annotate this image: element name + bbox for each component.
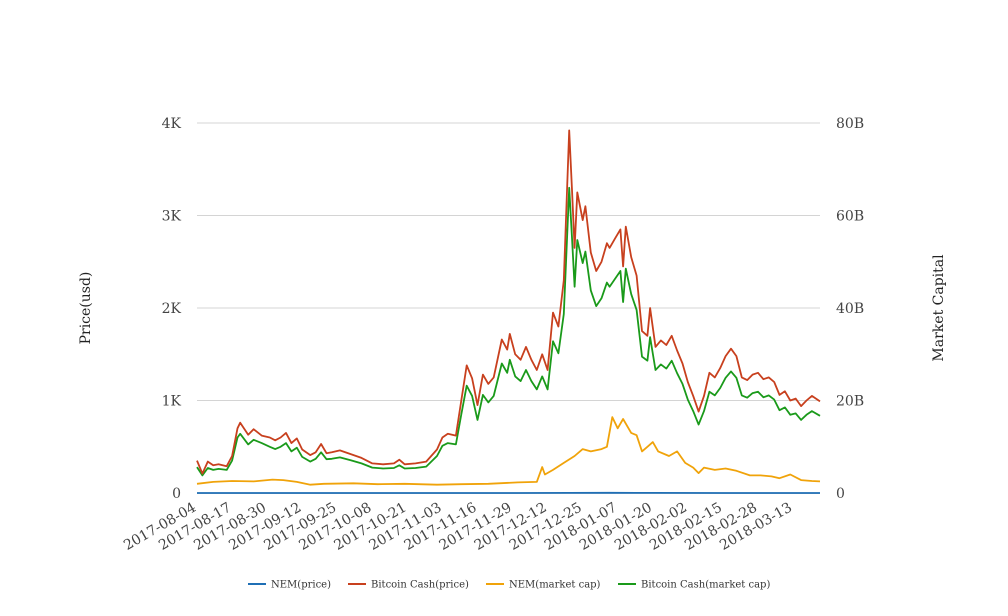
y-right-tick-label: 40B [836, 301, 864, 317]
y-left-tick-label: 4K [162, 116, 182, 132]
y-right-tick-label: 20B [836, 394, 864, 410]
y-left-tick-label: 1K [162, 394, 182, 410]
y-left-tick-label: 2K [162, 301, 182, 317]
series-line-nem-market-cap [196, 416, 821, 486]
legend-item-label: Bitcoin Cash(price) [371, 580, 469, 591]
y-left-tick-label: 3K [162, 209, 182, 225]
series-line-bitcoin-cash-price [196, 129, 821, 475]
y-axis-right-title: Market Capital [931, 254, 947, 362]
gridlines [197, 122, 820, 494]
legend-item-label: Bitcoin Cash(market cap) [641, 580, 770, 591]
series-lines [196, 129, 821, 494]
y-right-tick-label: 80B [836, 116, 864, 132]
legend-item-label: NEM(price) [271, 580, 331, 591]
legend-item-label: NEM(market cap) [509, 580, 601, 591]
legend: NEM(price) Bitcoin Cash(price) NEM(market … [248, 580, 770, 591]
y-right-tick-label: 0 [836, 486, 845, 502]
y-axis-left-title: Price(usd) [78, 272, 94, 345]
axes: 01K2K3K4K020B40B60B80B2017-08-042017-08-… [121, 116, 864, 554]
series-line-bitcoin-cash-market-cap [196, 186, 821, 477]
y-right-tick-label: 60B [836, 209, 864, 225]
y-left-tick-label: 0 [172, 486, 181, 502]
